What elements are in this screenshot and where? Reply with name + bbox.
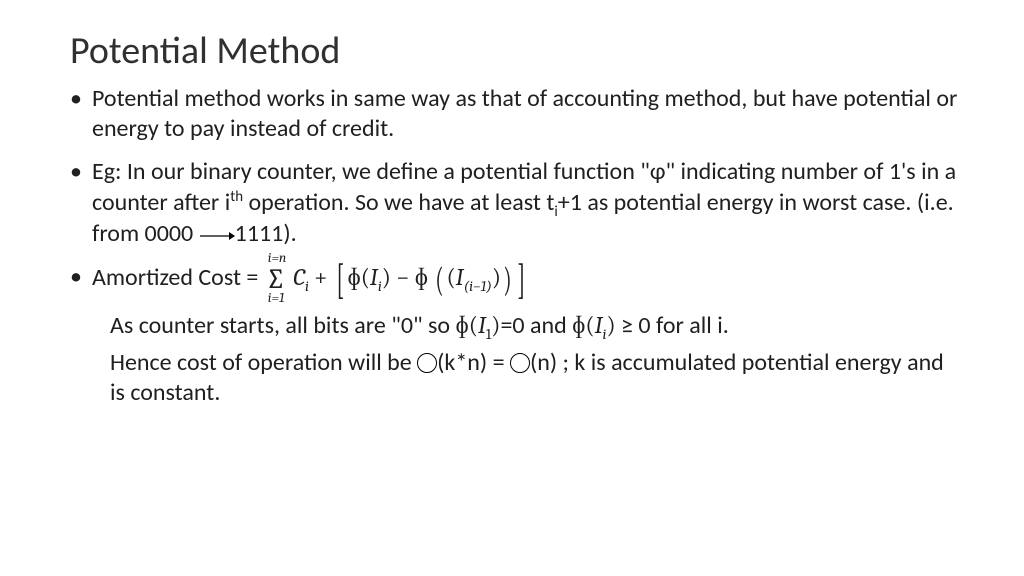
bullet-3: Amortized Cost = i=n∑i=1 Ci + [ɸ(Ii) − ɸ… (92, 262, 964, 294)
phi2: ɸ (415, 263, 428, 291)
I2: I (456, 263, 464, 291)
s1-geq: ≥ 0 for all i. (616, 311, 729, 340)
bullet-1: Potential method works in same way as th… (92, 84, 964, 145)
lp2: ( (446, 263, 455, 291)
s2-mid: (k*n) = (437, 348, 510, 377)
slide-title: Potential Method (70, 30, 964, 74)
arrow-icon (199, 219, 235, 250)
rp2: ) (492, 263, 501, 291)
bullet-3-label: Amortized Cost = (92, 263, 264, 292)
lp1: ( (361, 263, 370, 291)
bullet-2-tail: 1111). (235, 219, 297, 248)
s1-pre: As counter starts, all bits are "0" so (110, 311, 456, 340)
big-o-icon-1 (417, 353, 437, 373)
s1-mid: =0 and (500, 311, 572, 340)
s1-lp2: ( (585, 311, 594, 339)
s1-phi2: ɸ (572, 311, 585, 339)
bullet-list: Potential method works in same way as th… (70, 84, 964, 294)
phi1: ɸ (347, 263, 360, 291)
bullet-2-mid: operation. So we have at least t (243, 188, 554, 217)
s1-I2: I (595, 311, 603, 339)
s1-lp1: ( (469, 311, 478, 339)
s1-I1: I (478, 311, 486, 339)
sum-top: i=n (268, 251, 287, 265)
I1: I (370, 263, 378, 291)
slide-body: Potential Method Potential method works … (0, 0, 1024, 576)
s2-pre: Hence cost of operation will be (110, 348, 417, 377)
s1-rp2: ) (606, 311, 615, 339)
sub-line-1: As counter starts, all bits are "0" so ɸ… (110, 310, 964, 342)
bullet-2: Eg: In our binary counter, we define a p… (92, 157, 964, 250)
plus: + (309, 263, 333, 291)
sigma-sum: i=n∑i=1 (266, 265, 286, 293)
bullet-2-th: th (230, 187, 243, 205)
sum-bot: i=1 (268, 291, 285, 305)
s1-phi1: ɸ (456, 311, 469, 339)
rp1: ) (382, 263, 391, 291)
big-o-icon-2 (510, 353, 530, 373)
Iim1-sub: (i−1) (464, 278, 492, 295)
minus: − (391, 263, 415, 291)
sub-line-2: Hence cost of operation will be (k*n) = … (110, 348, 964, 409)
bullet-1-text: Potential method works in same way as th… (92, 84, 957, 144)
ci: C (293, 263, 305, 291)
